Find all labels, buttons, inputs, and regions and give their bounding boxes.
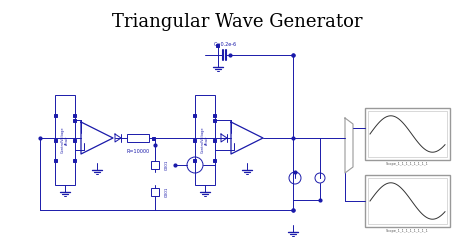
Bar [54, 158, 56, 162]
Bar [151, 161, 159, 169]
Text: 0001: 0001 [165, 160, 169, 170]
Bar [368, 178, 447, 224]
Text: ControlVoltage
Altair: ControlVoltage Altair [201, 127, 210, 153]
Bar [73, 118, 76, 122]
Bar [127, 134, 149, 142]
Bar [73, 158, 76, 162]
Bar [213, 118, 217, 122]
Bar [213, 114, 217, 116]
Text: ControlVoltage
Altair: ControlVoltage Altair [61, 127, 69, 153]
Text: Scope_1_1_1_1_1_1_1_1: Scope_1_1_1_1_1_1_1_1 [386, 162, 429, 166]
Bar [193, 158, 197, 162]
Text: C=0.2e-6: C=0.2e-6 [213, 42, 237, 47]
Bar [55, 95, 75, 185]
Text: Triangular Wave Generator: Triangular Wave Generator [112, 13, 362, 31]
Bar [153, 136, 155, 140]
Text: R=10000: R=10000 [127, 149, 150, 154]
Bar [73, 138, 76, 141]
Bar [54, 138, 56, 141]
Bar [213, 138, 217, 141]
Bar [368, 111, 447, 157]
Bar [193, 114, 197, 116]
Bar [151, 188, 159, 196]
Bar [365, 175, 450, 227]
Bar [73, 114, 76, 116]
Bar [195, 95, 215, 185]
Bar [54, 114, 56, 116]
Bar [193, 138, 197, 141]
Bar [365, 108, 450, 160]
Bar [213, 158, 217, 162]
Text: Scope_1_1_1_1_1_1_1_1: Scope_1_1_1_1_1_1_1_1 [386, 229, 429, 233]
Bar [217, 44, 219, 46]
Text: 0001: 0001 [165, 187, 169, 197]
